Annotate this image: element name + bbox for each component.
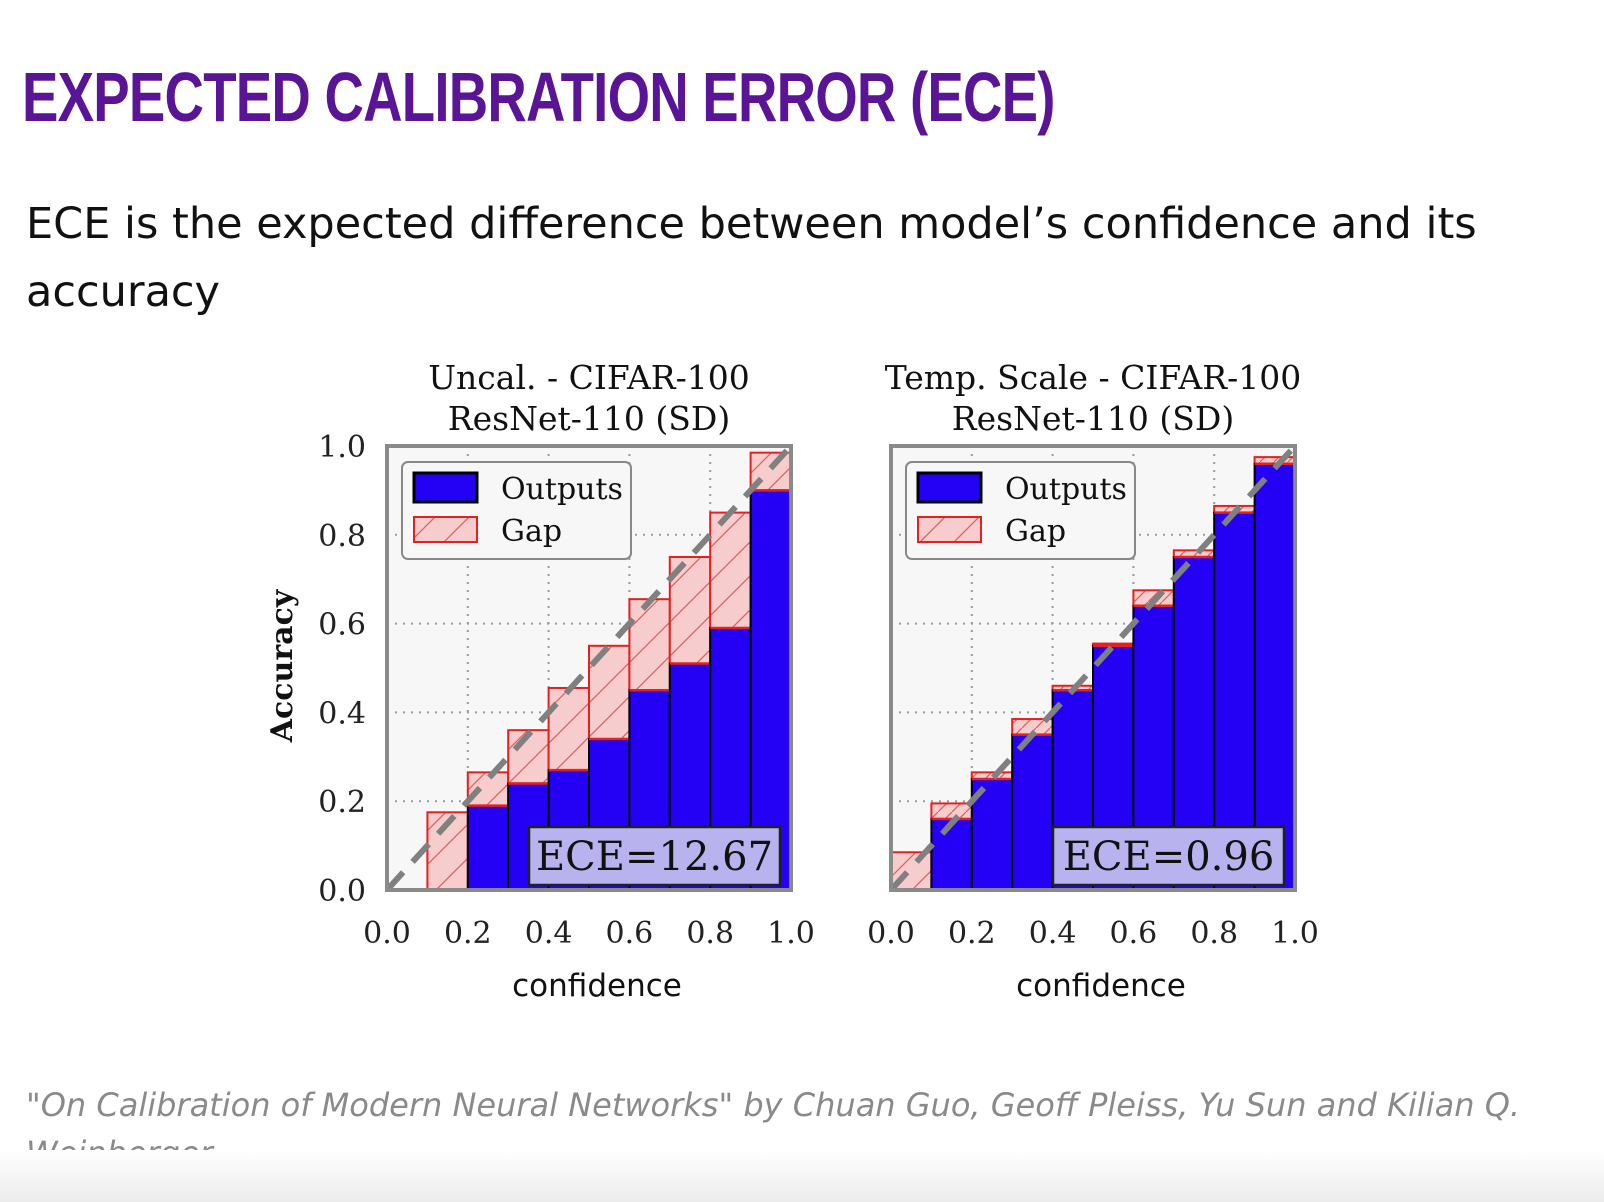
legend-swatch-gap (917, 516, 982, 543)
chart-title-line: Uncal. - CIFAR-100 (428, 358, 750, 397)
output-bar (749, 489, 792, 891)
y-axis-label: Accuracy (265, 588, 300, 743)
x-tick-label: 0.8 (686, 916, 734, 951)
gap-bar (628, 598, 671, 692)
y-tick-label: 0.6 (318, 608, 366, 643)
perfect-calibration-line (384, 443, 794, 893)
legend: Outputs Gap (905, 461, 1136, 560)
x-axis-label: confidence (512, 968, 682, 1004)
x-tick-label: 0.0 (867, 916, 915, 951)
legend-swatch-gap (413, 516, 478, 543)
ece-value: ECE=12.67 (536, 834, 773, 880)
x-tick-label: 0.2 (444, 916, 492, 951)
chart-temp-scaled: Outputs Gap ECE=0.96 Temp. Scale - CIFAR-10… (867, 358, 1319, 1004)
gap-bar (709, 511, 752, 630)
x-tick-label: 0.4 (1029, 916, 1077, 951)
ece-value: ECE=0.96 (1063, 834, 1275, 880)
ece-box (527, 825, 782, 887)
x-tick-label: 1.0 (1271, 916, 1319, 951)
y-tick-label: 0.8 (318, 519, 366, 554)
legend-label-gap: Gap (501, 514, 562, 549)
chart-title-line: ResNet-110 (SD) (952, 399, 1234, 438)
legend-swatch-outputs (916, 471, 983, 504)
slide-title: EXPECTED CALIBRATION ERROR (ECE) (22, 58, 1055, 136)
citation: "On Calibration of Modern Neural Network… (26, 1086, 1521, 1172)
slide-body-text: ECE is the expected difference between m… (26, 199, 1477, 317)
x-tick-label: 0.0 (363, 916, 411, 951)
legend-label-gap: Gap (1005, 514, 1066, 549)
ece-annotation: ECE=0.96 (1051, 825, 1286, 887)
ece-box (1051, 825, 1286, 887)
legend-swatch-outputs (412, 471, 479, 504)
chart-title-line: ResNet-110 (SD) (448, 399, 730, 438)
plot-frame (385, 444, 793, 892)
chart-title-line: Temp. Scale - CIFAR-100 (885, 358, 1301, 397)
y-tick-label: 0.4 (318, 696, 366, 731)
perfect-calibration-line (888, 443, 1298, 893)
y-tick-label: 0.0 (318, 874, 366, 909)
gap-bar (930, 802, 973, 820)
x-tick-label: 0.6 (1110, 916, 1158, 951)
plot-frame (889, 444, 1297, 892)
gap-bar (547, 686, 590, 772)
legend: Outputs Gap (401, 461, 632, 560)
y-tick-label: 0.2 (318, 785, 366, 820)
ece-annotation: ECE=12.67 (527, 825, 782, 887)
legend-label-outputs: Outputs (501, 472, 623, 507)
gap-bar (466, 771, 510, 807)
x-tick-label: 0.8 (1190, 916, 1238, 951)
legend-label-outputs: Outputs (1005, 472, 1127, 507)
x-tick-label: 0.2 (948, 916, 996, 951)
y-tick-label: 1.0 (318, 430, 366, 465)
x-tick-label: 1.0 (767, 916, 815, 951)
chart-uncalibrated: Outputs Gap ECE=12.67 Uncal. - CIFAR-100Res… (265, 358, 815, 1004)
x-tick-label: 0.6 (606, 916, 654, 951)
output-bar (1011, 733, 1054, 891)
x-tick-label: 0.4 (525, 916, 573, 951)
x-axis-label: confidence (1016, 968, 1186, 1004)
output-bar (466, 804, 510, 892)
output-bar (930, 817, 973, 892)
